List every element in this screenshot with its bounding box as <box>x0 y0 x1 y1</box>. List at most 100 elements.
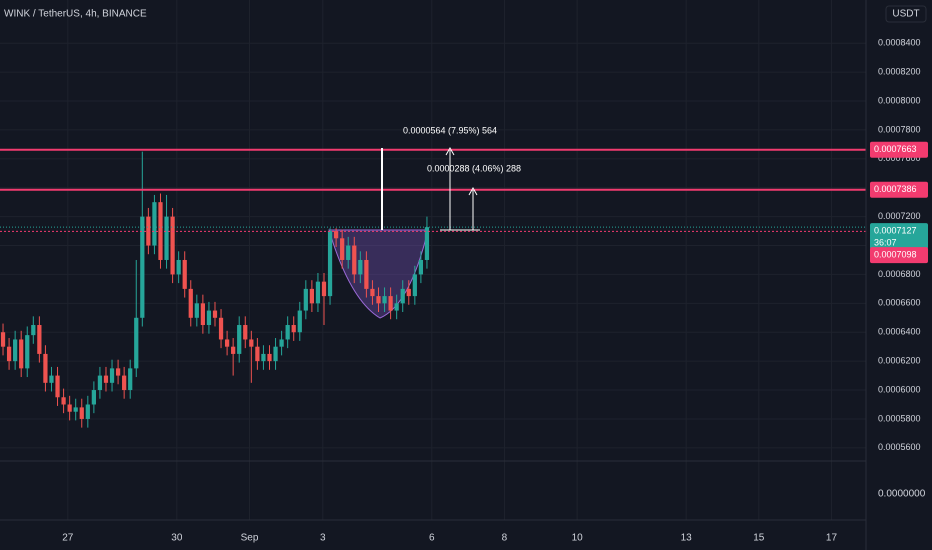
y-tick-label: 0.0008400 <box>878 38 921 48</box>
candle-body <box>212 310 218 318</box>
candle-body <box>85 404 90 419</box>
candle-body <box>400 288 405 304</box>
measure-label: 0.0000288 (4.06%) 288 <box>427 163 521 173</box>
price-tag <box>870 141 928 158</box>
candle-body <box>243 325 248 340</box>
x-tick-label: 3 <box>320 533 326 544</box>
candle-body <box>122 375 127 391</box>
candle-body <box>291 325 296 333</box>
candle-body <box>140 216 145 318</box>
candle-body <box>170 216 175 275</box>
candle-body <box>194 303 199 318</box>
candle-body <box>237 325 242 354</box>
y-tick-label: 0.0007600 <box>878 153 921 163</box>
candle-body <box>364 259 369 289</box>
candle-body <box>206 310 212 326</box>
candle-body <box>406 288 411 297</box>
arrow-head <box>445 146 455 156</box>
lower-axis-label: 0.0000000 <box>878 489 926 500</box>
candle-body <box>279 339 284 347</box>
candle-body <box>25 335 30 369</box>
candle-body <box>61 397 66 405</box>
candle-body <box>49 375 54 383</box>
candle-body <box>273 346 278 362</box>
y-tick-label: 0.0007800 <box>878 124 921 134</box>
y-tick-label: 0.0006800 <box>878 269 921 279</box>
measure-label: 0.0000564 (7.95%) 564 <box>403 125 497 135</box>
candle-body <box>218 317 224 340</box>
price-tag <box>870 223 928 250</box>
y-tick-label: 0.0006000 <box>878 384 921 394</box>
candle-body <box>315 281 321 304</box>
x-tick-label: 27 <box>62 533 74 544</box>
candle-body <box>97 375 103 391</box>
x-tick-label: 8 <box>502 533 508 544</box>
price-tag-label: 0.0007098 <box>874 250 917 260</box>
candle-body <box>394 303 399 311</box>
y-tick-label: 0.0006200 <box>878 356 921 366</box>
candle-body <box>388 296 393 311</box>
candle-body <box>115 368 121 376</box>
price-tag-label: 0.0007386 <box>874 184 917 194</box>
currency-button[interactable] <box>885 5 927 23</box>
candle-body <box>376 296 381 304</box>
price-tag <box>870 181 928 198</box>
chart-title: WINK / TetherUS, 4h, BINANCE <box>4 9 147 20</box>
candle-body <box>358 259 363 275</box>
candle-body <box>182 259 187 289</box>
x-tick-label: Sep <box>241 533 259 544</box>
y-tick-label: 0.0008200 <box>878 66 921 76</box>
candle-body <box>109 368 115 383</box>
price-tag-label: 0.0007127 <box>874 226 917 236</box>
candle-body <box>152 202 157 246</box>
candle-body <box>103 375 109 383</box>
candle-body <box>200 303 205 326</box>
candle-body <box>261 353 266 362</box>
candle-body <box>309 288 315 304</box>
candle-body <box>412 274 417 297</box>
candle-body <box>249 339 254 347</box>
candle-body <box>340 238 345 260</box>
candle-body <box>134 317 139 369</box>
candle-body <box>370 288 375 297</box>
candle-body <box>73 407 78 412</box>
y-tick-label: 0.0005800 <box>878 413 921 423</box>
candle-body <box>13 339 18 362</box>
candle-body <box>303 288 308 311</box>
candle-body <box>418 259 424 275</box>
y-tick-label: 0.0008000 <box>878 95 921 105</box>
arrow-head <box>468 186 478 196</box>
candle-body <box>164 216 169 260</box>
candle-body <box>352 245 357 275</box>
candle-body <box>91 390 96 405</box>
x-tick-label: 10 <box>572 533 584 544</box>
candle-body <box>37 325 42 354</box>
y-tick-label: 0.0006400 <box>878 327 921 337</box>
candle-body <box>297 310 302 333</box>
candle-body <box>31 325 36 336</box>
candle-body <box>346 245 351 260</box>
candle-body <box>231 346 236 354</box>
x-tick-label: 6 <box>429 533 435 544</box>
price-tag-label: 0.0007663 <box>874 144 917 154</box>
candle-body <box>128 368 133 391</box>
candle-body <box>224 339 230 347</box>
candle-body <box>382 296 387 304</box>
candle-body <box>67 404 72 412</box>
x-tick-label: 13 <box>681 533 693 544</box>
x-tick-label: 15 <box>753 533 765 544</box>
candle-body <box>55 375 60 398</box>
currency-label[interactable]: USDT <box>892 9 919 20</box>
countdown: 36:07 <box>874 238 897 248</box>
candle-body <box>79 407 84 419</box>
candle-body <box>6 346 12 362</box>
y-tick-label: 0.0006600 <box>878 298 921 308</box>
candle-body <box>255 346 260 362</box>
candle-body <box>321 281 327 297</box>
candle-body <box>19 339 24 369</box>
y-tick-label: 0.0005600 <box>878 442 921 452</box>
x-tick-label: 30 <box>171 533 183 544</box>
candle-body <box>267 353 272 362</box>
candle-body <box>285 325 290 340</box>
